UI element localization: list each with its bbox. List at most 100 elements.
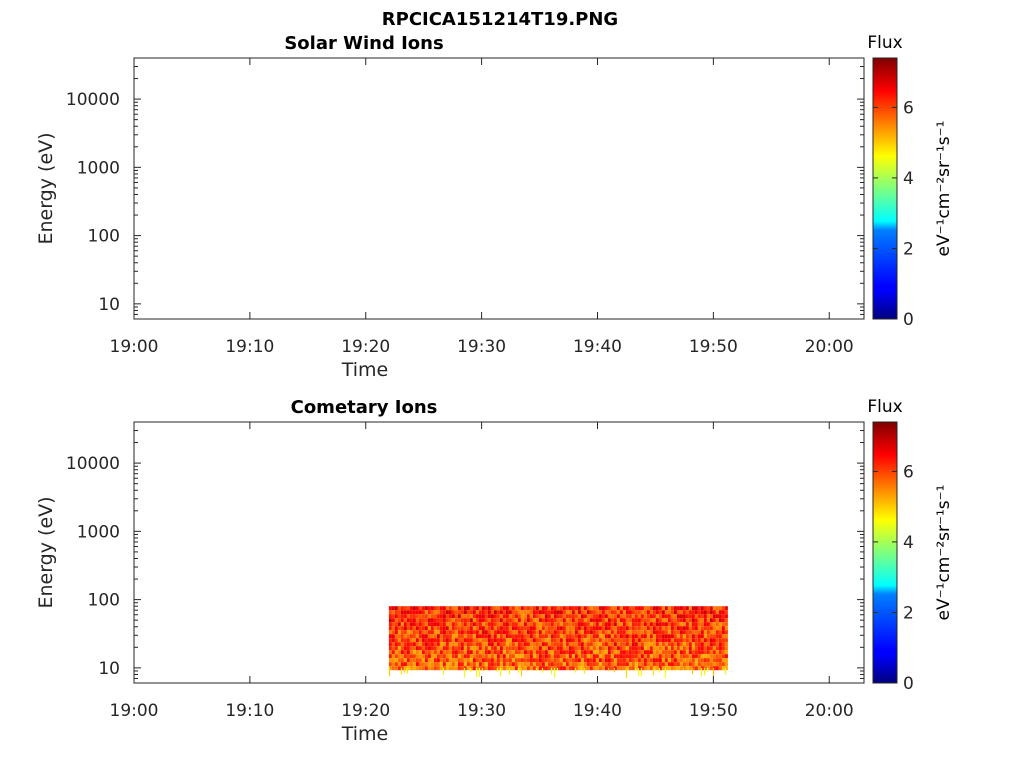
flux-cell xyxy=(619,662,623,667)
flux-tail xyxy=(463,667,466,678)
flux-cell xyxy=(499,614,503,619)
flux-cell xyxy=(661,622,665,627)
flux-cell xyxy=(406,622,410,627)
flux-cell xyxy=(532,650,536,655)
flux-cell xyxy=(490,606,494,611)
flux-cell xyxy=(715,662,719,667)
flux-cell xyxy=(718,622,722,627)
flux-cell xyxy=(397,630,401,635)
flux-cell xyxy=(481,618,485,623)
flux-cell xyxy=(706,654,710,659)
flux-cell xyxy=(397,666,401,671)
flux-cell xyxy=(697,614,701,619)
flux-cell xyxy=(418,634,422,639)
flux-cell xyxy=(547,610,551,615)
flux-cell xyxy=(532,610,536,615)
flux-cell xyxy=(538,618,542,623)
flux-cell xyxy=(721,618,725,623)
flux-cell xyxy=(397,642,401,647)
flux-cell xyxy=(526,610,530,615)
flux-cell xyxy=(613,614,617,619)
flux-cell xyxy=(469,610,473,615)
flux-cell xyxy=(691,642,695,647)
flux-cell xyxy=(403,614,407,619)
colorbar-unit-label: eV⁻¹cm⁻²sr⁻¹s⁻¹ xyxy=(934,485,954,621)
flux-cell xyxy=(433,666,437,671)
flux-cell xyxy=(631,658,635,663)
flux-cell xyxy=(586,614,590,619)
flux-cell xyxy=(499,638,503,643)
flux-cell xyxy=(565,642,569,647)
flux-cell xyxy=(598,662,602,667)
flux-cell xyxy=(457,610,461,615)
flux-cell xyxy=(475,638,479,643)
flux-cell xyxy=(508,666,512,671)
flux-cell xyxy=(694,626,698,631)
flux-cell xyxy=(391,650,395,655)
flux-cell xyxy=(451,622,455,627)
flux-cell xyxy=(574,618,578,623)
flux-cell xyxy=(511,622,515,627)
y-tick-label: 10000 xyxy=(66,454,120,474)
flux-cell xyxy=(538,630,542,635)
flux-cell xyxy=(445,626,449,631)
flux-cell xyxy=(631,610,635,615)
flux-cell xyxy=(457,606,461,611)
flux-cell xyxy=(514,606,518,611)
flux-cell xyxy=(697,610,701,615)
flux-cell xyxy=(709,610,713,615)
flux-cell xyxy=(616,614,620,619)
flux-cell xyxy=(538,606,542,611)
flux-cell xyxy=(574,654,578,659)
y-axis-label: Energy (eV) xyxy=(35,496,57,608)
flux-cell xyxy=(670,650,674,655)
flux-cell xyxy=(664,658,668,663)
flux-cell xyxy=(430,614,434,619)
flux-cell xyxy=(409,646,413,651)
flux-cell xyxy=(442,618,446,623)
flux-cell xyxy=(586,658,590,663)
flux-cell xyxy=(475,618,479,623)
flux-cell xyxy=(616,638,620,643)
flux-cell xyxy=(718,658,722,663)
flux-cell xyxy=(661,654,665,659)
flux-cell xyxy=(601,654,605,659)
flux-cell xyxy=(517,638,521,643)
axes-box xyxy=(133,57,865,320)
flux-cell xyxy=(538,614,542,619)
flux-cell xyxy=(406,606,410,611)
flux-cell xyxy=(499,606,503,611)
flux-cell xyxy=(454,662,458,667)
flux-cell xyxy=(508,650,512,655)
flux-cell xyxy=(652,650,656,655)
flux-cell xyxy=(502,654,506,659)
flux-cell xyxy=(595,650,599,655)
flux-cell xyxy=(625,622,629,627)
flux-cell xyxy=(700,654,704,659)
flux-cell xyxy=(637,622,641,627)
flux-cell xyxy=(535,626,539,631)
flux-cell xyxy=(586,662,590,667)
flux-cell xyxy=(679,626,683,631)
flux-cell xyxy=(496,618,500,623)
x-tick-label: 19:10 xyxy=(225,337,274,357)
flux-cell xyxy=(421,630,425,635)
flux-cell xyxy=(535,650,539,655)
flux-cell xyxy=(595,662,599,667)
flux-cell xyxy=(583,658,587,663)
flux-cell xyxy=(631,642,635,647)
flux-cell xyxy=(388,638,392,643)
flux-cell xyxy=(514,642,518,647)
flux-cell xyxy=(463,662,467,667)
flux-cell xyxy=(436,634,440,639)
flux-cell xyxy=(712,650,716,655)
flux-cell xyxy=(451,666,455,671)
flux-cell xyxy=(586,630,590,635)
flux-cell xyxy=(538,666,542,671)
flux-cell xyxy=(622,626,626,631)
flux-cell xyxy=(517,658,521,663)
flux-cell xyxy=(511,654,515,659)
flux-cell xyxy=(415,606,419,611)
flux-cell xyxy=(604,610,608,615)
flux-cell xyxy=(697,650,701,655)
